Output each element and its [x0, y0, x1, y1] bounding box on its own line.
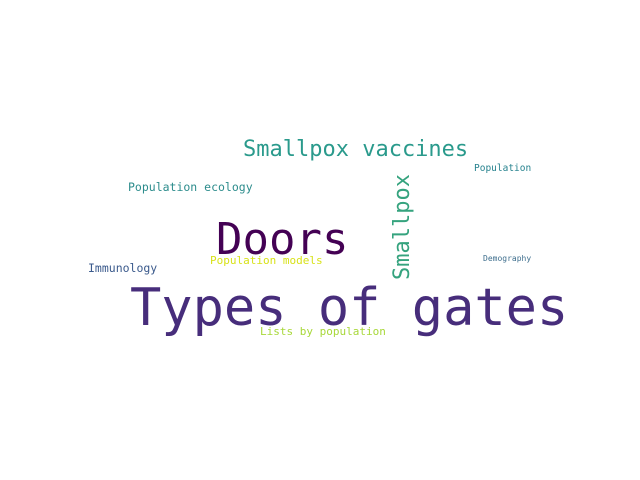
word-population: Population: [474, 163, 532, 174]
word-immunology: Immunology: [88, 261, 158, 275]
word-population-ecology: Population ecology: [128, 180, 253, 194]
word-doors: Doors: [216, 214, 349, 265]
word-demography: Demography: [483, 254, 532, 263]
word-smallpox-vaccines: Smallpox vaccines: [243, 137, 469, 162]
word-population-models: Population models: [210, 254, 323, 267]
word-lists-by-population: Lists by population: [260, 325, 386, 338]
word-types-of-gates: Types of gates: [130, 278, 569, 338]
word-smallpox: Smallpox: [390, 174, 415, 280]
